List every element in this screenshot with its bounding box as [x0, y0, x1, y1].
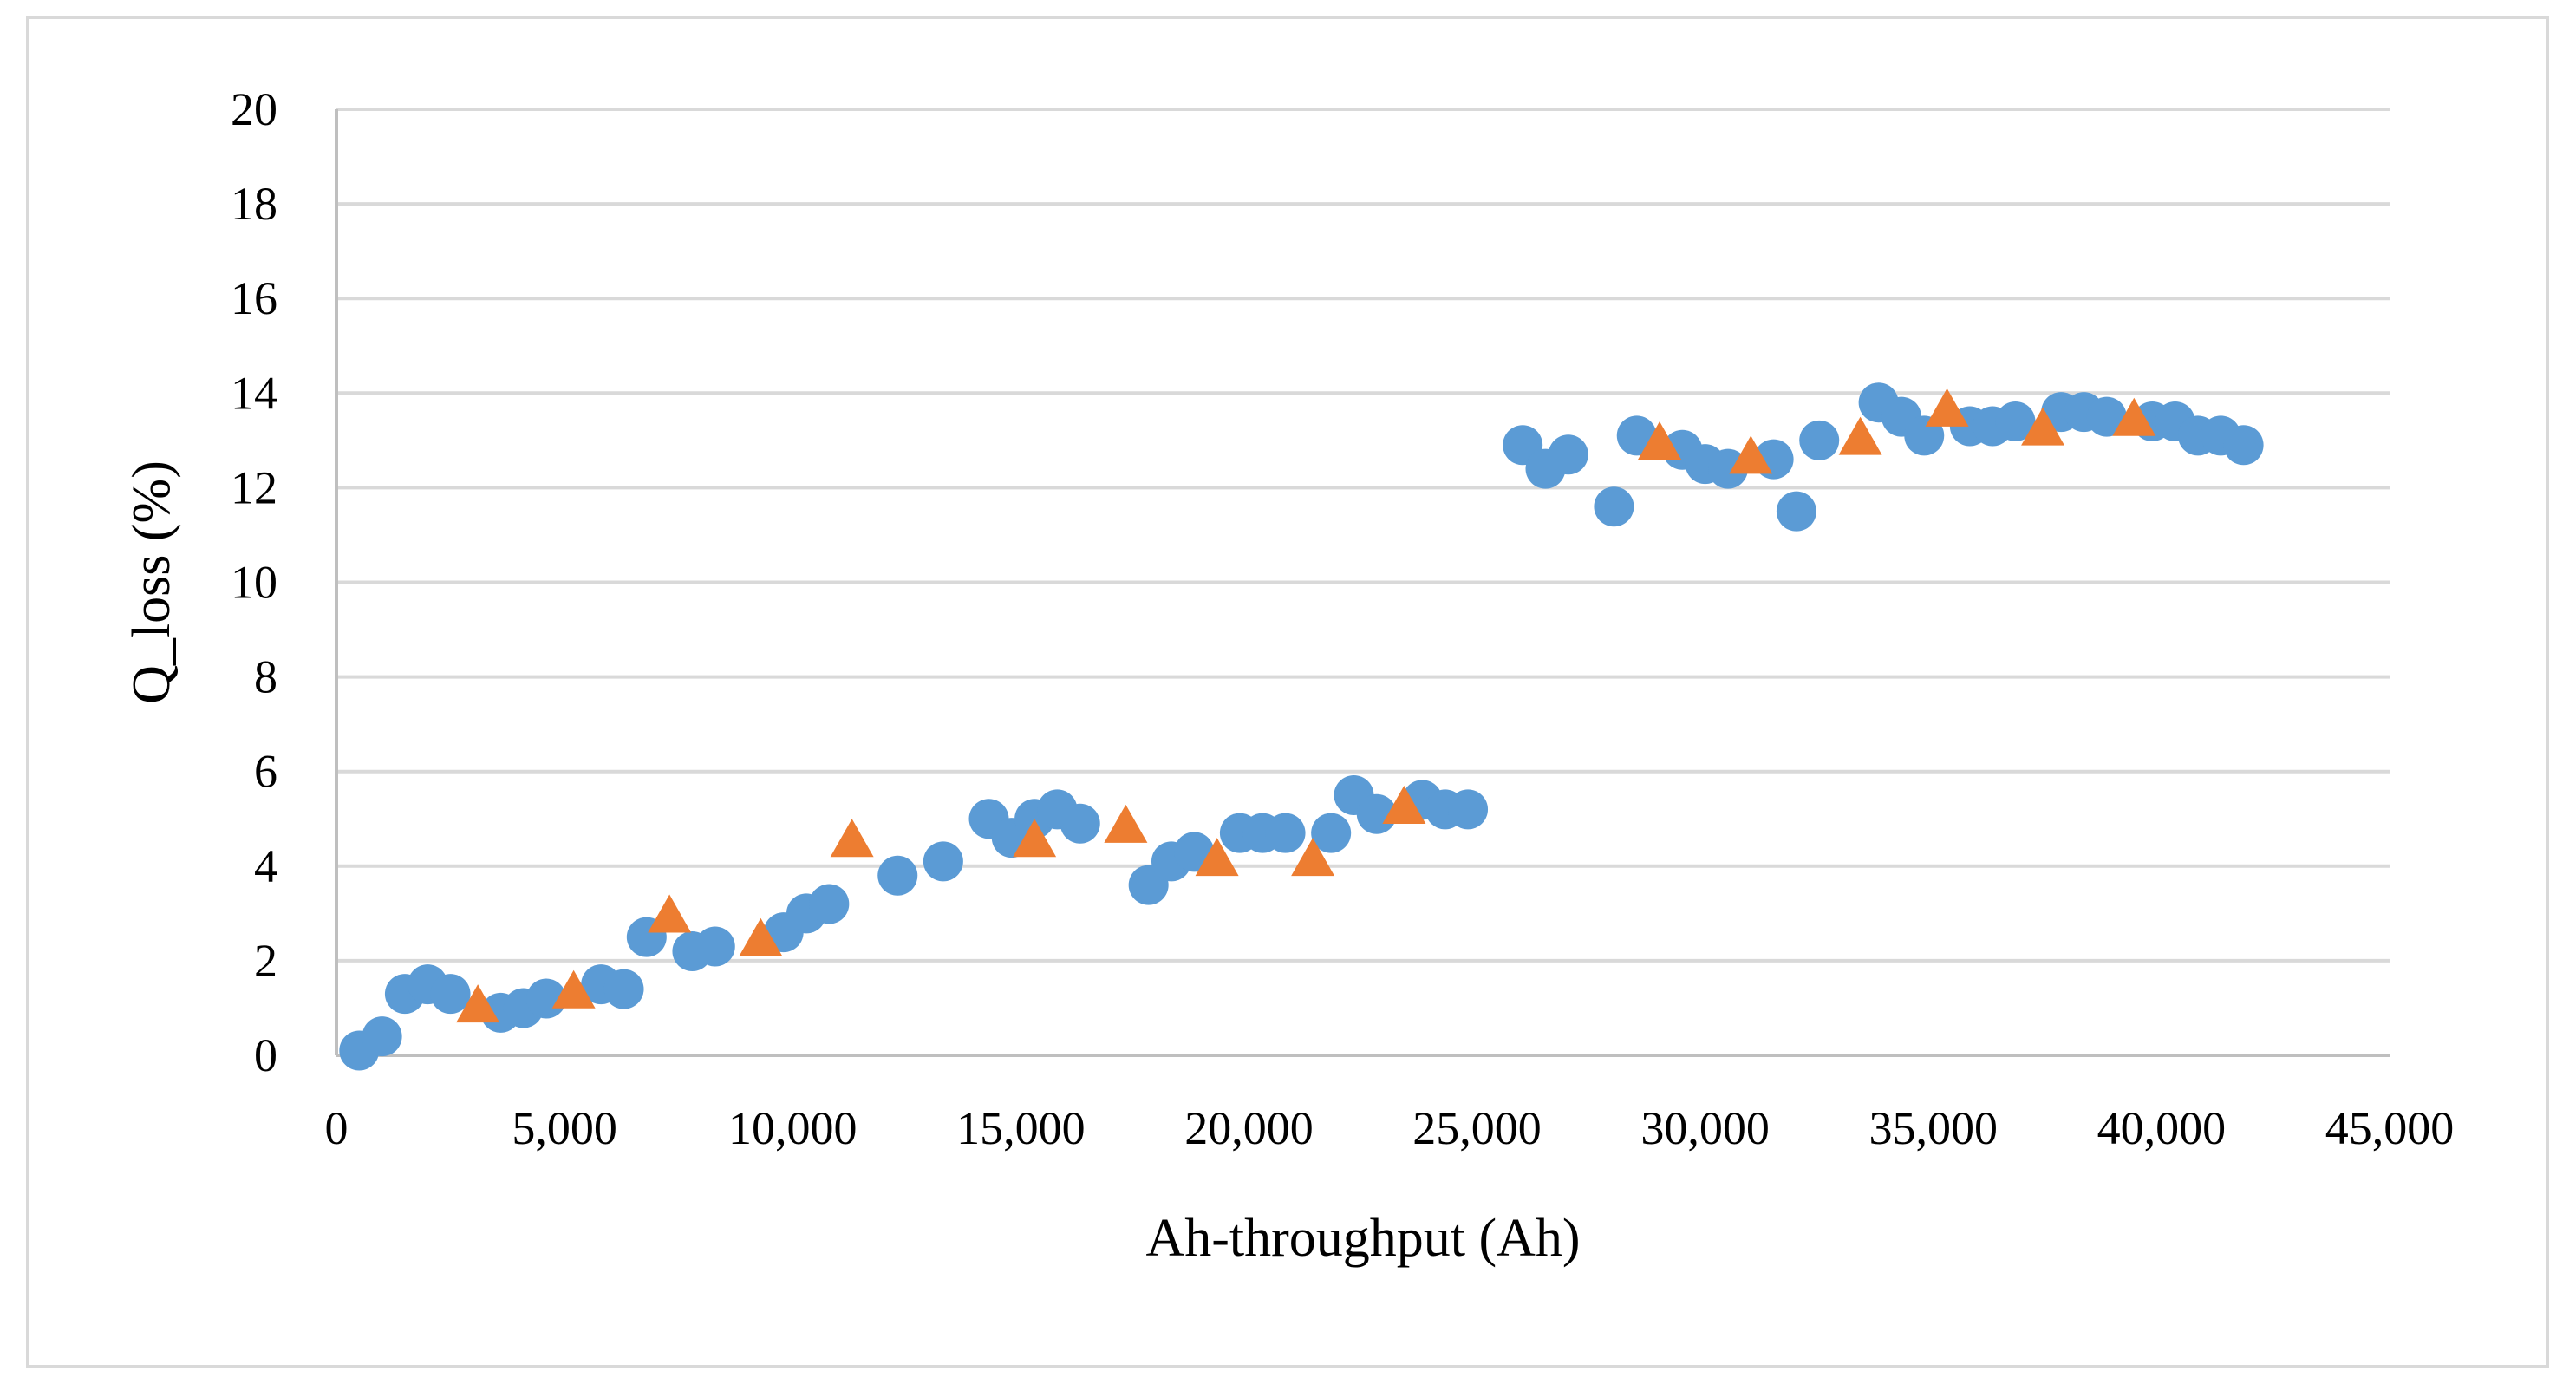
data-point-circle	[923, 841, 963, 882]
data-points	[339, 382, 2264, 1071]
x-tick-label: 45,000	[2325, 1102, 2455, 1154]
data-point-circle	[1356, 793, 1397, 834]
x-tick-label: 5,000	[512, 1102, 617, 1154]
data-point-circle	[1265, 813, 1306, 853]
data-point-circle	[2086, 396, 2127, 437]
y-tick-label: 4	[254, 840, 277, 892]
data-point-circle	[695, 926, 735, 967]
y-tick-label: 6	[254, 746, 277, 798]
data-point-circle	[1776, 491, 1816, 532]
data-point-circle	[1799, 420, 1840, 460]
data-point-circle	[2223, 425, 2264, 466]
data-point-circle	[1311, 813, 1352, 853]
y-tick-label: 10	[231, 557, 277, 609]
x-axis-title: Ah-throughput (Ah)	[1145, 1209, 1580, 1268]
y-tick-label: 14	[231, 367, 277, 419]
data-point-triangle	[648, 894, 692, 933]
x-tick-label: 15,000	[956, 1102, 1086, 1154]
data-point-triangle	[830, 819, 874, 858]
data-point-circle	[1060, 803, 1100, 844]
axes	[335, 109, 2390, 1057]
chart-frame	[26, 16, 2549, 1368]
y-tick-label: 12	[231, 461, 277, 513]
data-point-triangle	[1104, 804, 1148, 843]
data-point-triangle	[1382, 786, 1426, 825]
tick-labels: 0 2 4 6 8 10 12 14 16 18 20 0 5,000 10,000 15,000 20,00…	[231, 83, 2454, 1154]
x-tick-label: 35,000	[1869, 1102, 1999, 1154]
y-axis-title: Q_loss (%)	[122, 460, 181, 704]
x-tick-label: 10,000	[728, 1102, 858, 1154]
data-point-triangle	[1195, 838, 1239, 877]
data-point-circle	[1995, 401, 2036, 442]
data-point-circle	[430, 974, 471, 1015]
data-point-circle	[1448, 789, 1489, 830]
y-tick-label: 8	[254, 651, 277, 703]
x-tick-label: 30,000	[1640, 1102, 1770, 1154]
x-tick-label: 40,000	[2097, 1102, 2227, 1154]
data-point-triangle	[1013, 819, 1057, 858]
data-point-circle	[1594, 486, 1634, 527]
grid-lines	[336, 108, 2390, 963]
y-tick-label: 0	[254, 1029, 277, 1081]
x-tick-label: 20,000	[1184, 1102, 1314, 1154]
x-tick-label: 25,000	[1412, 1102, 1542, 1154]
data-point-triangle	[551, 969, 596, 1009]
x-tick-label: 0	[325, 1102, 349, 1154]
data-point-triangle	[1729, 435, 1773, 474]
data-point-triangle	[1638, 421, 1682, 460]
y-tick-label: 18	[231, 178, 277, 230]
data-point-circle	[603, 969, 644, 1009]
data-point-circle	[362, 1016, 402, 1057]
data-point-triangle	[1291, 838, 1335, 877]
data-point-circle	[877, 855, 918, 896]
data-point-triangle	[1838, 416, 1882, 455]
data-point-triangle	[2021, 407, 2065, 446]
y-tick-label: 20	[231, 83, 277, 135]
y-tick-label: 2	[254, 935, 277, 987]
data-point-circle	[1548, 434, 1588, 475]
data-point-circle	[526, 978, 567, 1019]
y-tick-label: 16	[231, 272, 277, 324]
data-point-circle	[809, 884, 850, 924]
data-point-triangle	[1925, 388, 1969, 427]
data-point-triangle	[739, 917, 783, 956]
data-point-triangle	[456, 984, 500, 1023]
data-point-triangle	[2112, 397, 2156, 436]
